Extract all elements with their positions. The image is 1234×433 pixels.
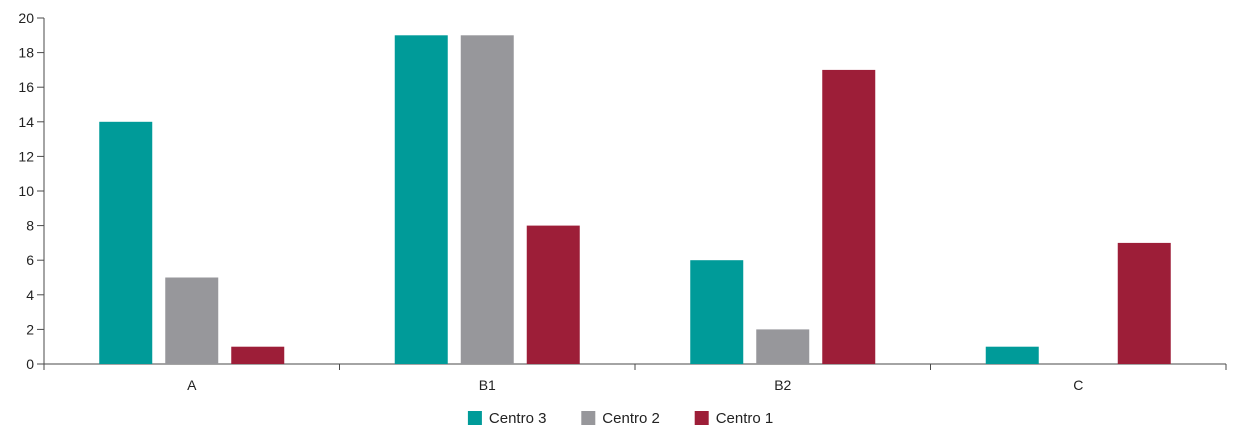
bar-centro-2-b1 [460,35,514,365]
legend-label: Centro 3 [489,410,547,427]
legend: Centro 3 Centro 2 Centro 1 [467,410,774,427]
y-tick-label: 8 [26,218,34,234]
bar-centro-2-a [165,277,219,364]
y-tick-label: 4 [26,287,34,303]
bar-centro-3-a [99,121,153,364]
y-tick-label: 0 [26,356,34,372]
bar-centro-2-b2 [756,329,810,364]
legend-swatch [581,411,596,425]
bar-centro-3-c [985,346,1039,364]
x-category-label: A [187,377,197,393]
y-tick-label: 2 [26,321,34,337]
y-tick-label: 14 [18,114,34,130]
x-category-label: C [1073,377,1083,393]
x-category-label: B2 [774,377,791,393]
legend-label: Centro 1 [716,410,774,427]
x-axis: A B1 B2 C [43,363,1227,393]
y-tick-label: 16 [18,79,34,95]
legend-swatch [467,411,482,425]
y-tick-label: 10 [18,183,34,199]
bar-centro-1-b2 [822,69,876,365]
y-tick-label: 18 [18,45,34,61]
legend-swatch [694,411,709,425]
y-axis: 0 2 4 6 8 10 12 14 16 18 20 [18,10,45,372]
legend-label: Centro 2 [602,410,660,427]
x-category-label: B1 [479,377,496,393]
bar-centro-1-c [1117,242,1171,364]
y-tick-label: 6 [26,252,34,268]
bars [99,35,1171,365]
y-tick-label: 20 [18,10,34,26]
bar-centro-3-b1 [394,35,448,365]
y-tick-label: 12 [18,148,34,164]
bar-centro-1-a [231,346,285,364]
bar-centro-3-b2 [690,260,744,364]
bar-centro-1-b1 [526,225,580,364]
